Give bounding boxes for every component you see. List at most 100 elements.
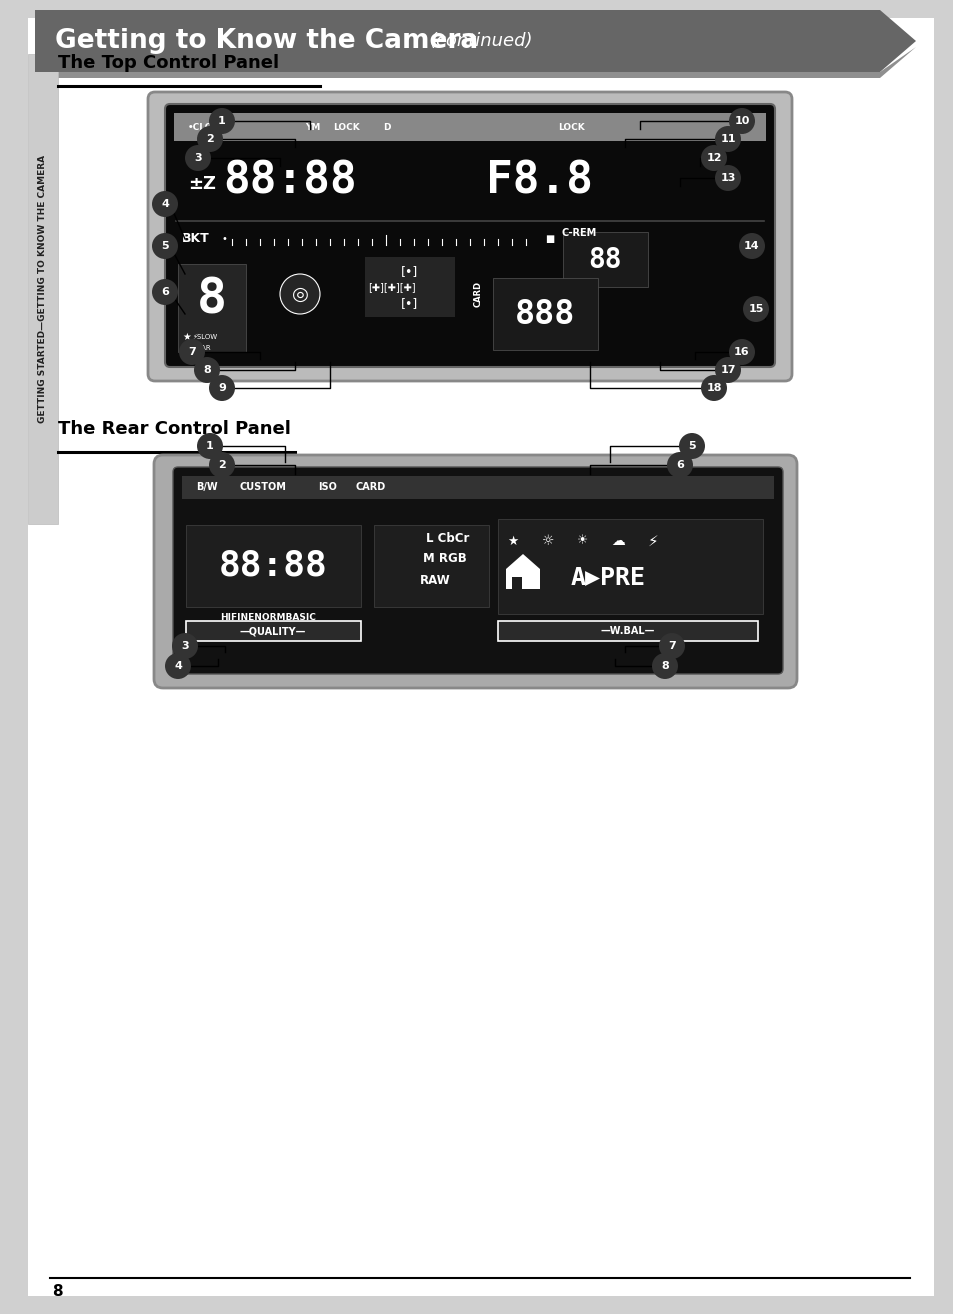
FancyBboxPatch shape bbox=[186, 622, 360, 641]
Text: 13: 13 bbox=[720, 173, 735, 183]
Text: ★: ★ bbox=[507, 535, 518, 548]
Text: A▶PRE: A▶PRE bbox=[570, 565, 645, 589]
Circle shape bbox=[152, 233, 178, 259]
Text: The Top Control Panel: The Top Control Panel bbox=[58, 54, 279, 72]
Text: •: • bbox=[222, 234, 228, 244]
Bar bbox=[497, 519, 762, 614]
FancyBboxPatch shape bbox=[148, 92, 791, 381]
Text: 17: 17 bbox=[720, 365, 735, 374]
Text: 15: 15 bbox=[747, 304, 763, 314]
Text: —W.BAL—: —W.BAL— bbox=[600, 625, 655, 636]
Text: ☁: ☁ bbox=[611, 533, 624, 548]
Text: L CbCr: L CbCr bbox=[426, 532, 469, 545]
Text: CUSTOM: CUSTOM bbox=[240, 482, 287, 491]
Text: 5: 5 bbox=[161, 240, 169, 251]
Circle shape bbox=[714, 166, 740, 191]
Text: 8: 8 bbox=[52, 1285, 63, 1300]
Bar bbox=[186, 526, 360, 607]
Bar bbox=[365, 258, 455, 317]
Text: LOCK: LOCK bbox=[558, 122, 584, 131]
Polygon shape bbox=[35, 11, 915, 72]
Text: D: D bbox=[382, 122, 390, 131]
Text: 888: 888 bbox=[515, 297, 575, 331]
Text: GETTING STARTED—GETTING TO KNOW THE CAMERA: GETTING STARTED—GETTING TO KNOW THE CAME… bbox=[38, 155, 48, 423]
Text: BKT: BKT bbox=[182, 233, 210, 246]
Circle shape bbox=[196, 434, 223, 459]
Text: The Rear Control Panel: The Rear Control Panel bbox=[58, 420, 291, 438]
Text: 88: 88 bbox=[588, 246, 621, 275]
Circle shape bbox=[728, 339, 754, 365]
Text: CARD: CARD bbox=[355, 482, 386, 491]
Text: 16: 16 bbox=[734, 347, 749, 357]
Text: 3: 3 bbox=[181, 641, 189, 650]
Text: 8: 8 bbox=[203, 365, 211, 374]
Text: ☼: ☼ bbox=[541, 533, 554, 548]
Text: 9: 9 bbox=[218, 382, 226, 393]
Text: 3: 3 bbox=[194, 152, 202, 163]
Text: 1: 1 bbox=[218, 116, 226, 126]
Text: 4: 4 bbox=[161, 198, 169, 209]
Circle shape bbox=[742, 296, 768, 322]
Text: ◎: ◎ bbox=[292, 285, 308, 304]
Text: 11: 11 bbox=[720, 134, 735, 145]
Circle shape bbox=[659, 633, 684, 660]
Text: C-REM: C-REM bbox=[561, 229, 597, 238]
Text: M RGB: M RGB bbox=[422, 552, 466, 565]
Text: 12: 12 bbox=[705, 152, 721, 163]
Text: 4: 4 bbox=[173, 661, 182, 671]
Bar bbox=[374, 526, 489, 607]
Text: CARD: CARD bbox=[473, 281, 482, 307]
Circle shape bbox=[666, 452, 692, 478]
Text: (continued): (continued) bbox=[430, 32, 533, 50]
Text: —QUALITY—: —QUALITY— bbox=[239, 625, 306, 636]
Text: YM: YM bbox=[305, 122, 320, 131]
Text: 7: 7 bbox=[667, 641, 675, 650]
Text: HIFINENORMBASIC: HIFINENORMBASIC bbox=[220, 612, 315, 622]
Text: 18: 18 bbox=[705, 382, 721, 393]
Text: 6: 6 bbox=[676, 460, 683, 470]
Text: 8: 8 bbox=[196, 276, 227, 325]
Text: 8: 8 bbox=[660, 661, 668, 671]
Circle shape bbox=[193, 357, 220, 382]
Text: REAR: REAR bbox=[192, 346, 211, 351]
Text: 1: 1 bbox=[206, 442, 213, 451]
Text: ⚡SLOW: ⚡SLOW bbox=[192, 334, 217, 340]
Text: ⚡: ⚡ bbox=[647, 533, 658, 548]
Text: 2: 2 bbox=[218, 460, 226, 470]
Circle shape bbox=[651, 653, 678, 679]
Circle shape bbox=[700, 145, 726, 171]
Circle shape bbox=[728, 108, 754, 134]
Bar bbox=[493, 279, 598, 350]
Circle shape bbox=[152, 191, 178, 217]
Text: 10: 10 bbox=[734, 116, 749, 126]
Text: F8.8: F8.8 bbox=[486, 159, 593, 202]
Circle shape bbox=[714, 357, 740, 382]
Text: [✚][✚][✚]: [✚][✚][✚] bbox=[368, 283, 416, 292]
Bar bbox=[562, 233, 647, 286]
FancyBboxPatch shape bbox=[497, 622, 758, 641]
Text: 88:88: 88:88 bbox=[223, 159, 356, 202]
Bar bbox=[178, 264, 246, 352]
Polygon shape bbox=[505, 555, 539, 589]
Bar bbox=[182, 476, 773, 499]
Circle shape bbox=[700, 374, 726, 401]
Text: 5: 5 bbox=[687, 442, 695, 451]
Circle shape bbox=[280, 275, 319, 314]
Polygon shape bbox=[35, 47, 915, 78]
Circle shape bbox=[714, 126, 740, 152]
Text: ISO: ISO bbox=[317, 482, 336, 491]
Text: 7: 7 bbox=[188, 347, 195, 357]
Text: ★: ★ bbox=[182, 332, 191, 342]
Text: B/W: B/W bbox=[195, 482, 217, 491]
Circle shape bbox=[179, 339, 205, 365]
Bar bbox=[173, 113, 765, 141]
Circle shape bbox=[209, 108, 234, 134]
Bar bbox=[512, 577, 521, 589]
Circle shape bbox=[196, 126, 223, 152]
Text: •CLOCK: •CLOCK bbox=[188, 122, 227, 131]
Text: 2: 2 bbox=[206, 134, 213, 145]
Circle shape bbox=[739, 233, 764, 259]
Circle shape bbox=[152, 279, 178, 305]
Circle shape bbox=[172, 633, 198, 660]
Circle shape bbox=[679, 434, 704, 459]
